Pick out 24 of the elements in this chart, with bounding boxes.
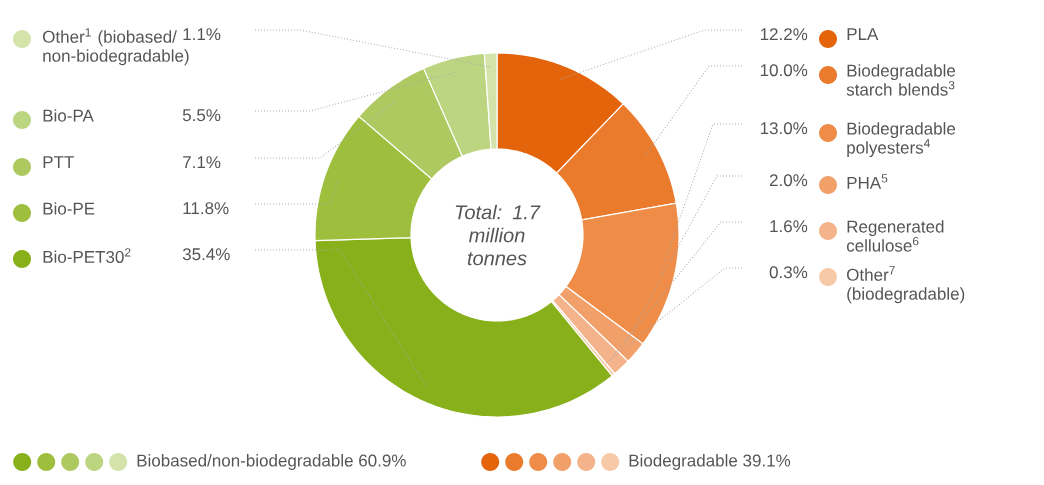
data-label: 0.3% [769,266,808,279]
legend-label: PTT [43,156,74,168]
data-label: 12.2% [760,28,808,41]
legend-label: Bio-PE [43,202,95,215]
data-label: 35.4% [182,248,230,261]
data-label: 10.0% [760,64,808,77]
legend-label: Biodegradable polyesters$^{4}$ [847,122,956,158]
data-label: 7.1% [183,156,221,169]
data-label: 13.0% [760,122,808,135]
text: Biodegradable 39.1% [629,454,791,470]
legend-label: PHA$^{5}$ [847,174,888,189]
legend-label: Bio-PA [43,109,94,122]
data-label: 11.8% [183,202,229,215]
data-label: 1.1% [183,28,221,41]
data-label: 5.5% [182,109,221,122]
legend-label: Bio-PET30$^{2}$ [43,248,131,263]
data-label: 2.0% [769,174,808,187]
text: Biobased/non-biodegradable 60.9% [137,454,406,470]
legend-label: Regenerated cellulose$^{6}$ [846,220,944,252]
legend-label: Biodegradable starch blends$^{3}$ [846,64,956,96]
legend-label: PLA [847,28,879,40]
legend-label: Other$^{7}$ (biodegradable) [847,266,965,304]
data-label: 1.6% [770,220,808,233]
text: Total: 1.7 million tonnes [455,204,541,266]
